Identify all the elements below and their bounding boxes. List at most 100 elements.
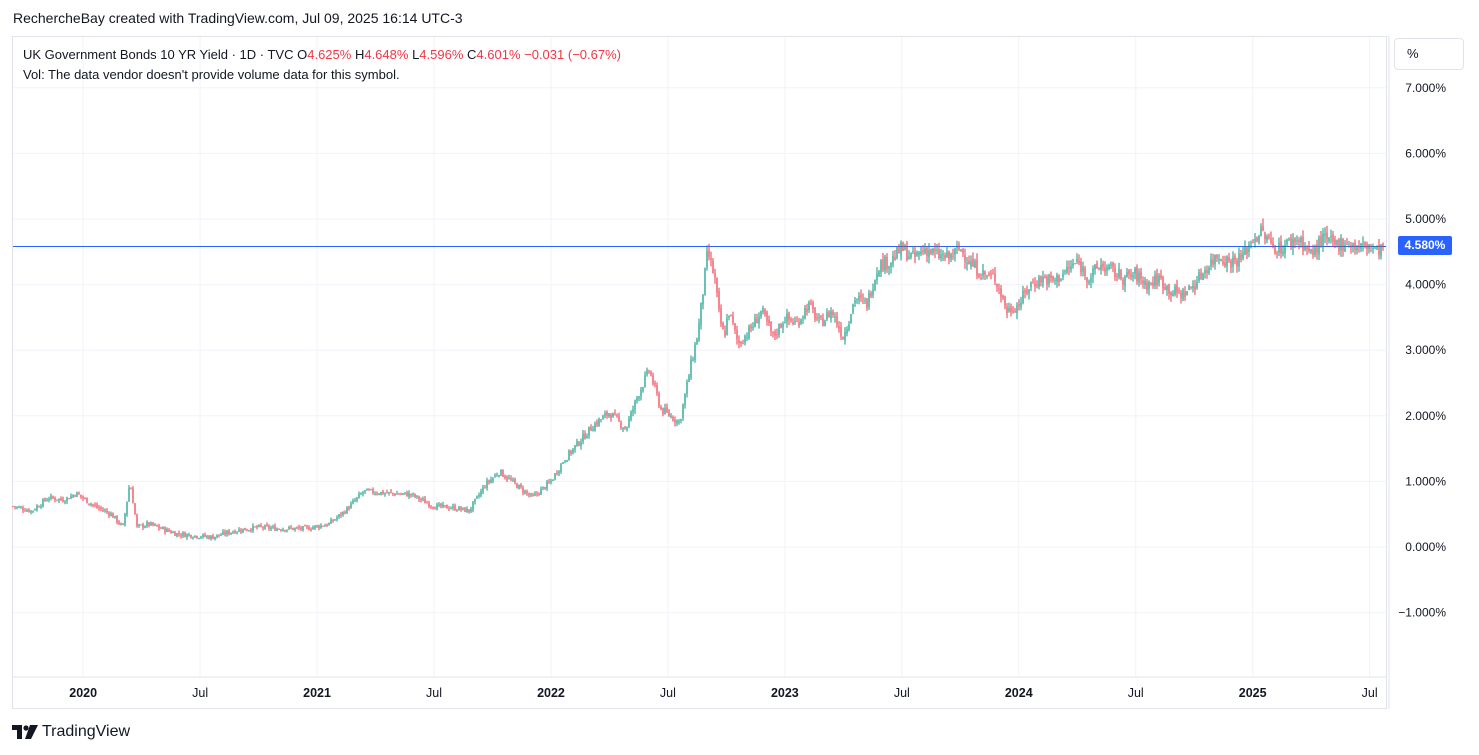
candle-body <box>26 510 28 512</box>
candle-body <box>834 316 836 318</box>
candle-body <box>844 332 846 341</box>
candle-body <box>1100 264 1102 270</box>
candle-body <box>60 497 62 500</box>
candle-body <box>718 291 720 310</box>
candle-body <box>1316 244 1318 254</box>
candle-body <box>1352 243 1354 247</box>
candle-body <box>104 510 106 512</box>
candle-body <box>948 251 950 259</box>
candle-body <box>938 249 940 259</box>
candle-body <box>578 441 580 446</box>
candle-body <box>316 525 318 527</box>
candle-body <box>992 272 994 275</box>
candle-body <box>970 261 972 266</box>
candle-body <box>82 496 84 499</box>
candle-body <box>1274 246 1276 254</box>
candle-body <box>1338 239 1340 251</box>
candle-body <box>928 250 930 258</box>
candle-body <box>230 532 232 534</box>
candle-body <box>1120 270 1122 279</box>
candle-body <box>592 429 594 432</box>
candle-body <box>1130 274 1132 277</box>
candle-body <box>1184 291 1186 297</box>
candle-body <box>602 415 604 420</box>
candle-body <box>680 419 682 421</box>
candle-body <box>784 322 786 324</box>
candle-body <box>392 492 394 494</box>
candle-body <box>942 254 944 256</box>
candle-body <box>744 335 746 343</box>
candle-body <box>752 326 754 328</box>
candle-body <box>330 519 332 524</box>
candle-body <box>756 318 758 324</box>
candle-body <box>1144 280 1146 285</box>
candle-body <box>736 330 738 340</box>
candle-body <box>228 530 230 535</box>
candle-body <box>286 529 288 531</box>
candle-body <box>264 525 266 529</box>
candle-body <box>682 404 684 419</box>
candle-body <box>336 517 338 520</box>
candle-body <box>530 494 532 496</box>
candle-body <box>1170 292 1172 296</box>
candle-body <box>754 317 756 327</box>
x-tick-label: 2024 <box>1005 686 1033 700</box>
candle-body <box>1142 280 1144 284</box>
tradingview-logo[interactable]: TradingView <box>12 723 130 741</box>
candle-body <box>500 469 502 476</box>
candle-body <box>706 251 708 268</box>
candle-body <box>102 509 104 511</box>
candle-body <box>562 462 564 464</box>
candle-body <box>1166 285 1168 290</box>
candle-body <box>412 493 414 495</box>
candle-body <box>378 494 380 496</box>
candle-body <box>790 318 792 321</box>
price-scale-unit-button[interactable]: % <box>1394 38 1464 70</box>
candle-body <box>248 529 250 531</box>
candle-body <box>88 503 90 505</box>
candle-body <box>238 529 240 532</box>
candle-body <box>1230 260 1232 268</box>
candle-body <box>1160 274 1162 279</box>
candle-body <box>186 534 188 538</box>
candle-body <box>1064 270 1066 272</box>
y-tick-label: 4.000% <box>1405 278 1446 292</box>
candle-body <box>458 506 460 511</box>
candle-body <box>924 248 926 254</box>
candle-body <box>62 499 64 502</box>
symbol-title[interactable]: UK Government Bonds 10 YR Yield · 1D · T… <box>23 47 294 62</box>
candle-body <box>454 505 456 511</box>
candle-body <box>1136 267 1138 282</box>
candle-body <box>1304 246 1306 250</box>
candle-body <box>1054 280 1056 282</box>
candle-body <box>342 511 344 515</box>
candle-body <box>328 523 330 526</box>
candle-body <box>558 471 560 474</box>
candle-body <box>1068 267 1070 269</box>
candle-body <box>450 508 452 510</box>
candle-body <box>1382 243 1384 248</box>
candle-body <box>52 496 54 499</box>
candle-body <box>1090 277 1092 282</box>
candle-body <box>292 527 294 530</box>
candle-body <box>96 504 98 508</box>
candle-body <box>696 338 698 345</box>
candle-body <box>222 531 224 535</box>
candle-body <box>1220 259 1222 261</box>
candle-body <box>780 324 782 328</box>
candle-body <box>70 495 72 499</box>
candle-body <box>402 493 404 495</box>
candle-body <box>1072 263 1074 266</box>
candle-body <box>816 318 818 320</box>
candle-body <box>1116 275 1118 277</box>
candle-body <box>570 450 572 454</box>
candle-body <box>204 534 206 537</box>
candle-body <box>258 524 260 527</box>
candle-body <box>46 500 48 502</box>
candle-body <box>1084 268 1086 276</box>
candle-body <box>902 242 904 251</box>
candle-body <box>788 312 790 320</box>
candle-body <box>664 408 666 414</box>
candle-body <box>764 309 766 314</box>
